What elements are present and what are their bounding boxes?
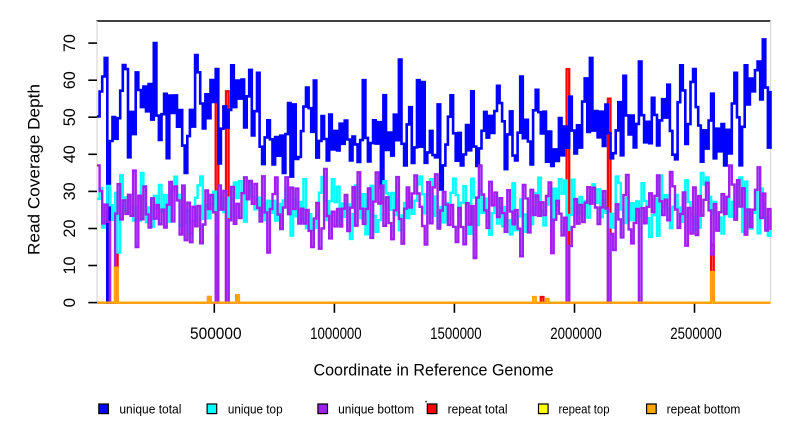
svg-text:2500000: 2500000 [670, 324, 722, 343]
svg-text:Coordinate in Reference Genome: Coordinate in Reference Genome [314, 361, 554, 380]
svg-text:500000: 500000 [190, 324, 242, 343]
svg-text:50: 50 [60, 108, 79, 126]
svg-text:60: 60 [60, 71, 79, 89]
svg-text:repeat bottom: repeat bottom [667, 401, 741, 416]
svg-text:10: 10 [60, 257, 79, 275]
svg-text:unique bottom: unique bottom [338, 401, 414, 416]
svg-text:Read Coverage Depth: Read Coverage Depth [25, 84, 44, 255]
svg-text:20: 20 [60, 220, 79, 238]
svg-text:2000000: 2000000 [550, 324, 602, 343]
svg-text:unique total: unique total [119, 401, 181, 416]
svg-text:0: 0 [60, 298, 79, 307]
svg-text:repeat top: repeat top [559, 401, 610, 416]
svg-text:70: 70 [60, 34, 79, 52]
svg-text:unique top: unique top [228, 401, 283, 416]
svg-text:1000000: 1000000 [310, 324, 362, 343]
svg-text:1500000: 1500000 [430, 324, 482, 343]
svg-text:repeat total: repeat total [448, 401, 508, 416]
svg-text:40: 40 [60, 145, 79, 163]
svg-text:30: 30 [60, 182, 79, 200]
